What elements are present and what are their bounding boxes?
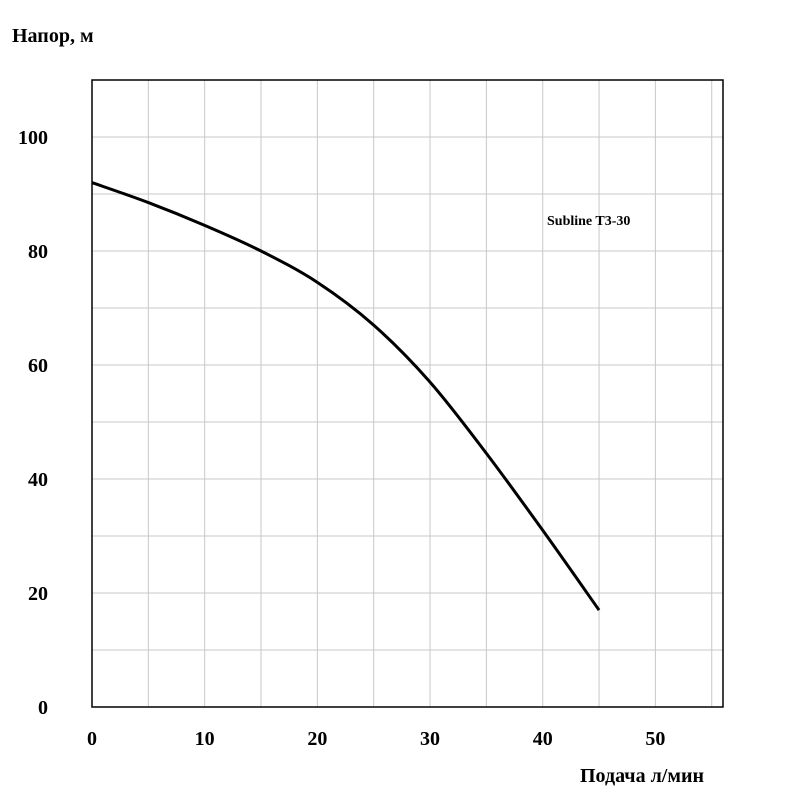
y-tick-label: 40 bbox=[28, 469, 48, 491]
series-line bbox=[91, 181, 601, 611]
grid bbox=[92, 80, 723, 707]
y-axis-title: Напор, м bbox=[12, 25, 94, 47]
x-tick-label: 40 bbox=[533, 728, 553, 750]
y-tick-label: 20 bbox=[28, 583, 48, 605]
x-tick-labels: 0 10 20 30 40 50 bbox=[87, 728, 665, 750]
y-tick-label: 100 bbox=[18, 127, 48, 149]
x-tick-label: 0 bbox=[87, 728, 97, 750]
x-tick-label: 10 bbox=[195, 728, 215, 750]
y-tick-label: 0 bbox=[38, 697, 48, 719]
y-tick-label: 60 bbox=[28, 355, 48, 377]
x-tick-label: 20 bbox=[307, 728, 327, 750]
x-tick-label: 50 bbox=[645, 728, 665, 750]
y-tick-labels: 0 20 40 60 80 100 bbox=[18, 127, 48, 719]
series-label: Subline T3-30 bbox=[547, 214, 630, 229]
x-tick-label: 30 bbox=[420, 728, 440, 750]
y-tick-label: 80 bbox=[28, 241, 48, 263]
x-axis-title: Подача л/мин bbox=[580, 765, 704, 787]
plot-frame bbox=[91, 79, 724, 708]
